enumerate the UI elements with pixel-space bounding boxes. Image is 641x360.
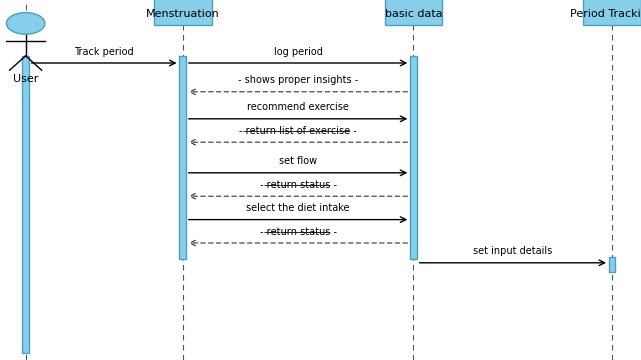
Text: Period Tracking: Period Tracking	[570, 9, 641, 19]
Bar	[583, 0, 641, 25]
Text: - shows proper insights -: - shows proper insights -	[238, 75, 358, 85]
Text: Menstruation: Menstruation	[146, 9, 220, 19]
Text: - r̶e̶t̶u̶r̶n̶ ̶s̶t̶a̶t̶u̶s̶ -: - r̶e̶t̶u̶r̶n̶ ̶s̶t̶a̶t̶u̶s̶ -	[260, 226, 337, 237]
Bar	[385, 0, 442, 25]
Text: recommend exercise: recommend exercise	[247, 102, 349, 112]
Text: Track period: Track period	[74, 46, 134, 57]
Text: select the diet intake: select the diet intake	[246, 203, 350, 213]
Text: set flow: set flow	[279, 156, 317, 166]
Bar	[609, 257, 615, 272]
Text: - r̶e̶t̶u̶r̶n̶ ̶s̶t̶a̶t̶u̶s̶ -: - r̶e̶t̶u̶r̶n̶ ̶s̶t̶a̶t̶u̶s̶ -	[260, 180, 337, 190]
Bar	[154, 0, 212, 25]
Text: set input details: set input details	[473, 246, 553, 256]
Text: basic data: basic data	[385, 9, 442, 19]
Bar	[179, 56, 186, 259]
Circle shape	[6, 13, 45, 34]
Text: User: User	[13, 74, 38, 84]
Text: - r̶e̶t̶u̶r̶n̶ ̶l̶i̶s̶t̶ ̶o̶f̶ ̶e̶x̶e̶r̶c̶i̶s̶e̶ -: - r̶e̶t̶u̶r̶n̶ ̶l̶i̶s̶t̶ ̶o̶f̶ ̶e̶x̶e̶r̶…	[239, 126, 357, 136]
Text: log period: log period	[274, 46, 322, 57]
Bar	[410, 56, 417, 259]
Bar	[22, 56, 29, 353]
